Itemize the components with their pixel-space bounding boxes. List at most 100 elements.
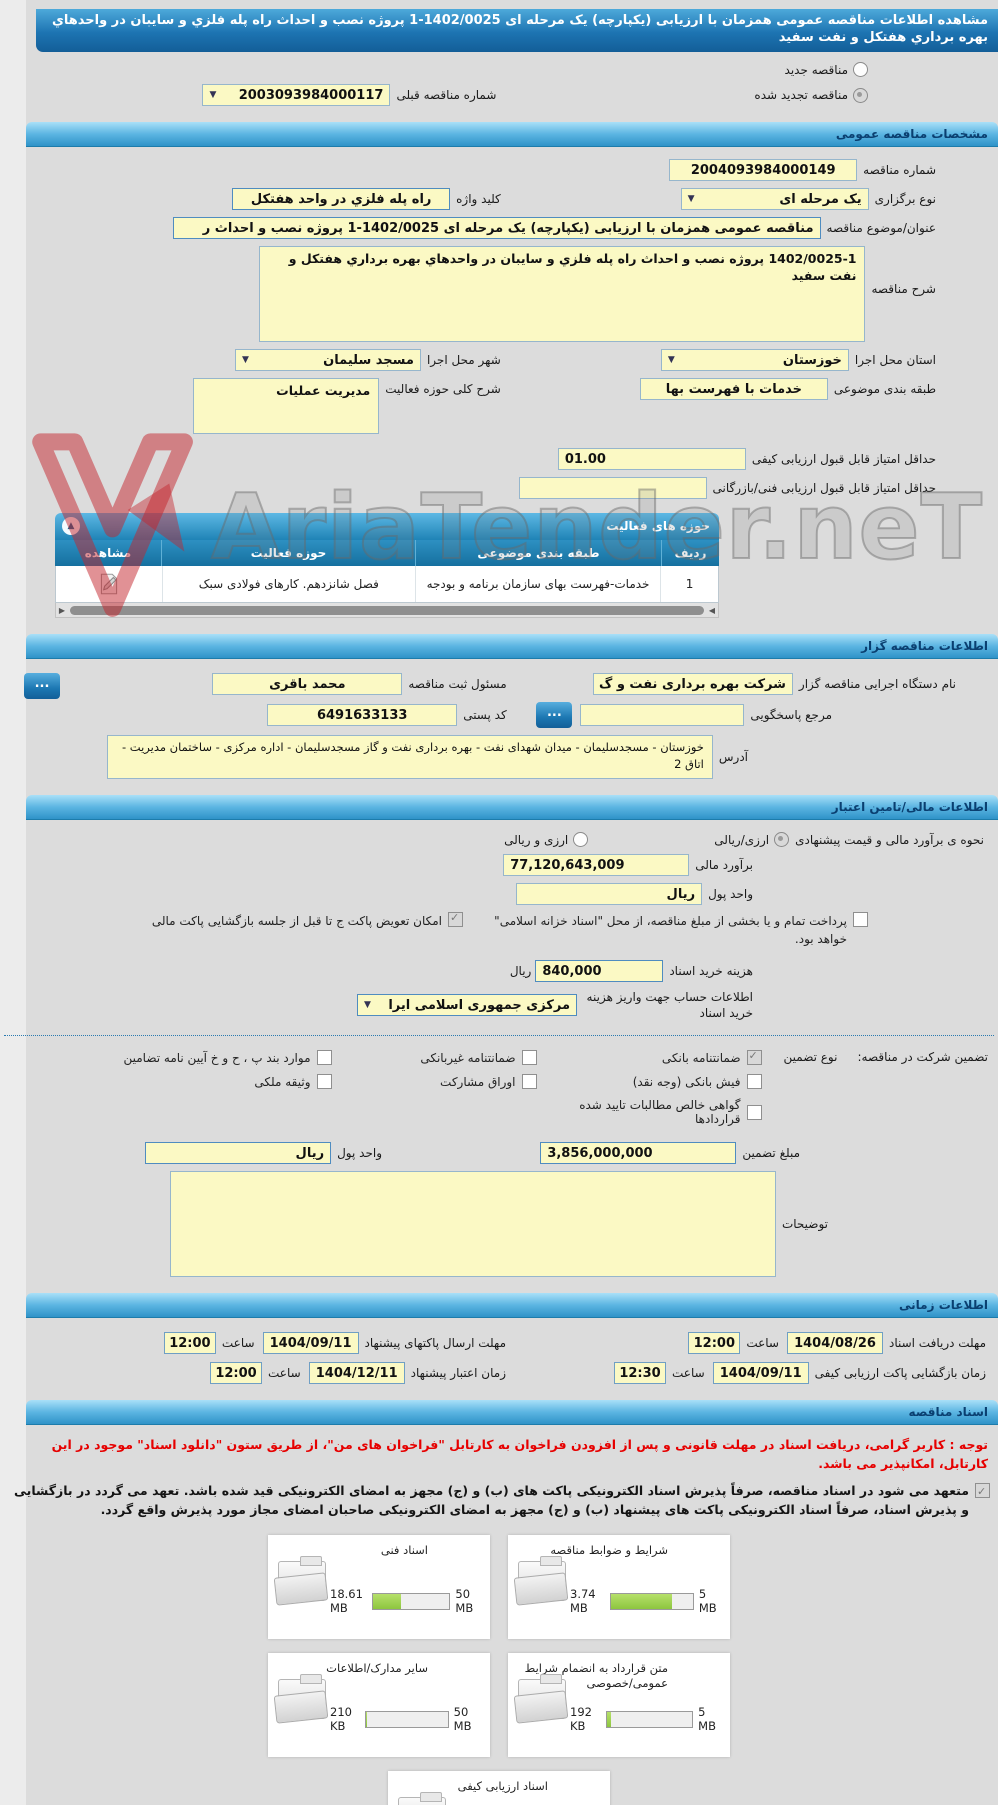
activity-summary-textarea[interactable]: مدیریت عملیات xyxy=(193,378,380,434)
account-select[interactable]: مرکزی جمهوری اسلامی ایرا ▼ xyxy=(357,994,577,1016)
treasury-checkbox-label: پرداخت تمام و یا بخشی از مبلغ مناقصه، از… xyxy=(494,914,847,946)
divider xyxy=(4,1035,994,1036)
prev-tender-no-label: شماره مناقصه قبلی xyxy=(396,88,497,102)
estimate-method-label: نحوه ی برآورد مالی و قیمت پیشنهادی xyxy=(795,832,984,847)
scroll-right-icon[interactable]: ▶ xyxy=(58,605,66,615)
estimate-value: 77,120,643,009 xyxy=(503,854,690,876)
deadline-packets-time: 12:00 xyxy=(163,1332,216,1354)
treasury-checkbox[interactable] xyxy=(853,912,868,927)
city-label: شهر محل اجرا xyxy=(426,353,501,367)
esign-commitment-text: متعهد می شود در اسناد مناقصه، صرفاً پذیر… xyxy=(14,1483,969,1517)
doc-fee-value: 840,000 xyxy=(535,960,664,982)
guarantee-bank-checkbox[interactable] xyxy=(746,1049,762,1065)
guarantee-option-label: وثیقه ملکی xyxy=(254,1074,311,1089)
file-size: 3.74 MB xyxy=(570,1587,596,1615)
guarantee-currency-value: ریال xyxy=(145,1142,332,1164)
contact-label: مرجع پاسخگویی xyxy=(750,708,832,722)
guarantee-nonbank-checkbox[interactable] xyxy=(521,1050,537,1065)
hour-label: ساعت xyxy=(221,1336,255,1350)
horizontal-scrollbar[interactable]: ◀ ▶ xyxy=(55,603,719,618)
more-button[interactable]: ... xyxy=(24,673,60,699)
keyword-label: کلید واژه xyxy=(456,192,501,206)
file-card-quality[interactable]: اسناد ارزیابی کیفی 201 KB 20 MB xyxy=(388,1771,610,1805)
file-size: 18.61 MB xyxy=(330,1587,363,1615)
deadline-packets-label: مهلت ارسال پاکتهای پیشنهاد xyxy=(364,1336,506,1350)
view-note-icon[interactable] xyxy=(56,566,162,602)
row-field: فصل شانزدهم. کارهای فولادی سبک xyxy=(161,566,415,602)
radio-renewed-tender[interactable] xyxy=(853,87,868,103)
row-index: 1 xyxy=(660,566,718,602)
description-textarea[interactable]: 1402/0025-1 پروژه نصب و احداث راه پله فل… xyxy=(259,246,866,342)
folder-icon xyxy=(513,1674,569,1724)
radio-new-tender[interactable] xyxy=(853,62,868,77)
guarantee-amount-label: مبلغ تضمین xyxy=(742,1146,800,1160)
collapse-icon[interactable]: ▲ xyxy=(62,517,80,535)
file-card-other[interactable]: سایر مدارک/اطلاعات 210 KB 50 MB xyxy=(268,1653,490,1757)
upload-cards: شرایط و ضوابط مناقصه 3.74 MB 5 MB اسناد … xyxy=(268,1535,730,1805)
row-category: خدمات-فهرست بهای سازمان برنامه و بودجه xyxy=(414,566,660,602)
opening-quality-time: 12:30 xyxy=(614,1362,667,1384)
guarantee-cash-checkbox[interactable] xyxy=(746,1074,762,1089)
file-size: 210 KB xyxy=(330,1705,352,1733)
min-quality-input[interactable]: 01.00 xyxy=(557,448,746,470)
guarantee-currency-label: واحد پول xyxy=(337,1146,382,1160)
keyword-input[interactable]: راه پله فلزي در واحد هفتکل xyxy=(232,188,451,210)
file-card-technical[interactable]: اسناد فنی 18.61 MB 50 MB xyxy=(268,1535,490,1639)
file-card-title: اسناد فنی xyxy=(380,1543,428,1557)
swap-packet-checkbox[interactable] xyxy=(448,911,463,927)
file-card-title: اسناد ارزیابی کیفی xyxy=(457,1779,548,1793)
guarantee-option-label: ضمانتنامه غیربانکی xyxy=(420,1050,516,1065)
deadline-docs-date: 1404/08/26 xyxy=(786,1332,883,1354)
notes-textarea[interactable] xyxy=(169,1171,776,1277)
activity-summary-label: شرح کلی حوزه فعالیت xyxy=(385,382,501,396)
doc-fee-label: هزینه خرید اسناد xyxy=(669,964,753,978)
chevron-down-icon: ▼ xyxy=(364,1000,371,1010)
method-select[interactable]: یک مرحله ای ▼ xyxy=(680,188,869,210)
radio-rial-label: ارزی/ریالی xyxy=(714,832,770,847)
table-row: 1 خدمات-فهرست بهای سازمان برنامه و بودجه… xyxy=(55,566,719,603)
city-select[interactable]: مسجد سلیمان ▼ xyxy=(234,349,421,371)
col-row: ردیف xyxy=(661,540,719,566)
description-label: شرح مناقصه xyxy=(871,282,936,296)
prev-tender-no-select[interactable]: 2003093984000117 ▼ xyxy=(202,84,391,106)
contact-input[interactable] xyxy=(580,704,745,726)
file-card-title: سایر مدارک/اطلاعات xyxy=(326,1661,428,1675)
file-card-terms[interactable]: شرایط و ضوابط مناقصه 3.74 MB 5 MB xyxy=(508,1535,730,1639)
guarantee-bylaw-checkbox[interactable] xyxy=(316,1050,332,1065)
file-size: 192 KB xyxy=(570,1705,592,1733)
guarantee-bonds-checkbox[interactable] xyxy=(521,1074,537,1089)
section-documents-header: اسناد مناقصه xyxy=(26,1400,998,1425)
contact-more-button[interactable]: ... xyxy=(536,702,573,728)
guarantee-claims-checkbox[interactable] xyxy=(746,1104,762,1120)
province-select[interactable]: خوزستان ▼ xyxy=(660,349,849,371)
radio-currency-rial-label: ارزی و ریالی xyxy=(504,832,569,847)
guarantee-amount-value: 3,856,000,000 xyxy=(540,1142,737,1164)
radio-currency-rial[interactable] xyxy=(573,832,589,847)
postal-label: کد پستی xyxy=(463,708,507,722)
progress-bar xyxy=(364,1710,449,1728)
col-field: حوزه فعالیت xyxy=(161,540,415,566)
scrollbar-thumb[interactable] xyxy=(70,605,704,615)
guarantee-property-checkbox[interactable] xyxy=(316,1074,332,1089)
deadline-docs-label: مهلت دریافت اسناد xyxy=(888,1336,986,1350)
tender-no-value: 2004093984000149 xyxy=(669,159,858,181)
hour-label: ساعت xyxy=(268,1366,301,1380)
address-value: خوزستان - مسجدسلیمان - میدان شهدای نفت -… xyxy=(106,735,713,779)
chevron-down-icon: ▼ xyxy=(241,355,249,365)
min-technical-label: حداقل امتیاز قابل قبول ارزیابی فنی/بازرگ… xyxy=(712,481,936,495)
activity-table-columns: ردیف طبقه بندی موضوعی حوزه فعالیت مشاهده xyxy=(55,540,719,566)
min-technical-input[interactable] xyxy=(518,477,707,499)
guarantee-option-label: گواهی خالص مطالبات تایید شده قراردادها xyxy=(579,1098,741,1126)
progress-bar xyxy=(609,1592,694,1610)
download-notice: توجه : کاربر گرامی، دریافت اسناد در مهلت… xyxy=(51,1437,988,1471)
esign-commitment-checkbox[interactable] xyxy=(975,1482,990,1501)
file-card-contract[interactable]: متن قرارداد به انضمام شرایط عمومی/خصوصی … xyxy=(508,1653,730,1757)
subject-input[interactable]: مناقصه عمومی همزمان با ارزیابی (یکپارچه)… xyxy=(172,217,821,239)
guarantee-label: تضمین شرکت در مناقصه: xyxy=(857,1050,988,1064)
hour-label: ساعت xyxy=(672,1366,705,1380)
progress-bar xyxy=(606,1710,694,1728)
radio-rial[interactable] xyxy=(774,832,790,847)
scroll-left-icon[interactable]: ◀ xyxy=(708,605,716,615)
min-quality-label: حداقل امتیاز قابل قبول ارزیابی کیفی xyxy=(751,452,936,466)
